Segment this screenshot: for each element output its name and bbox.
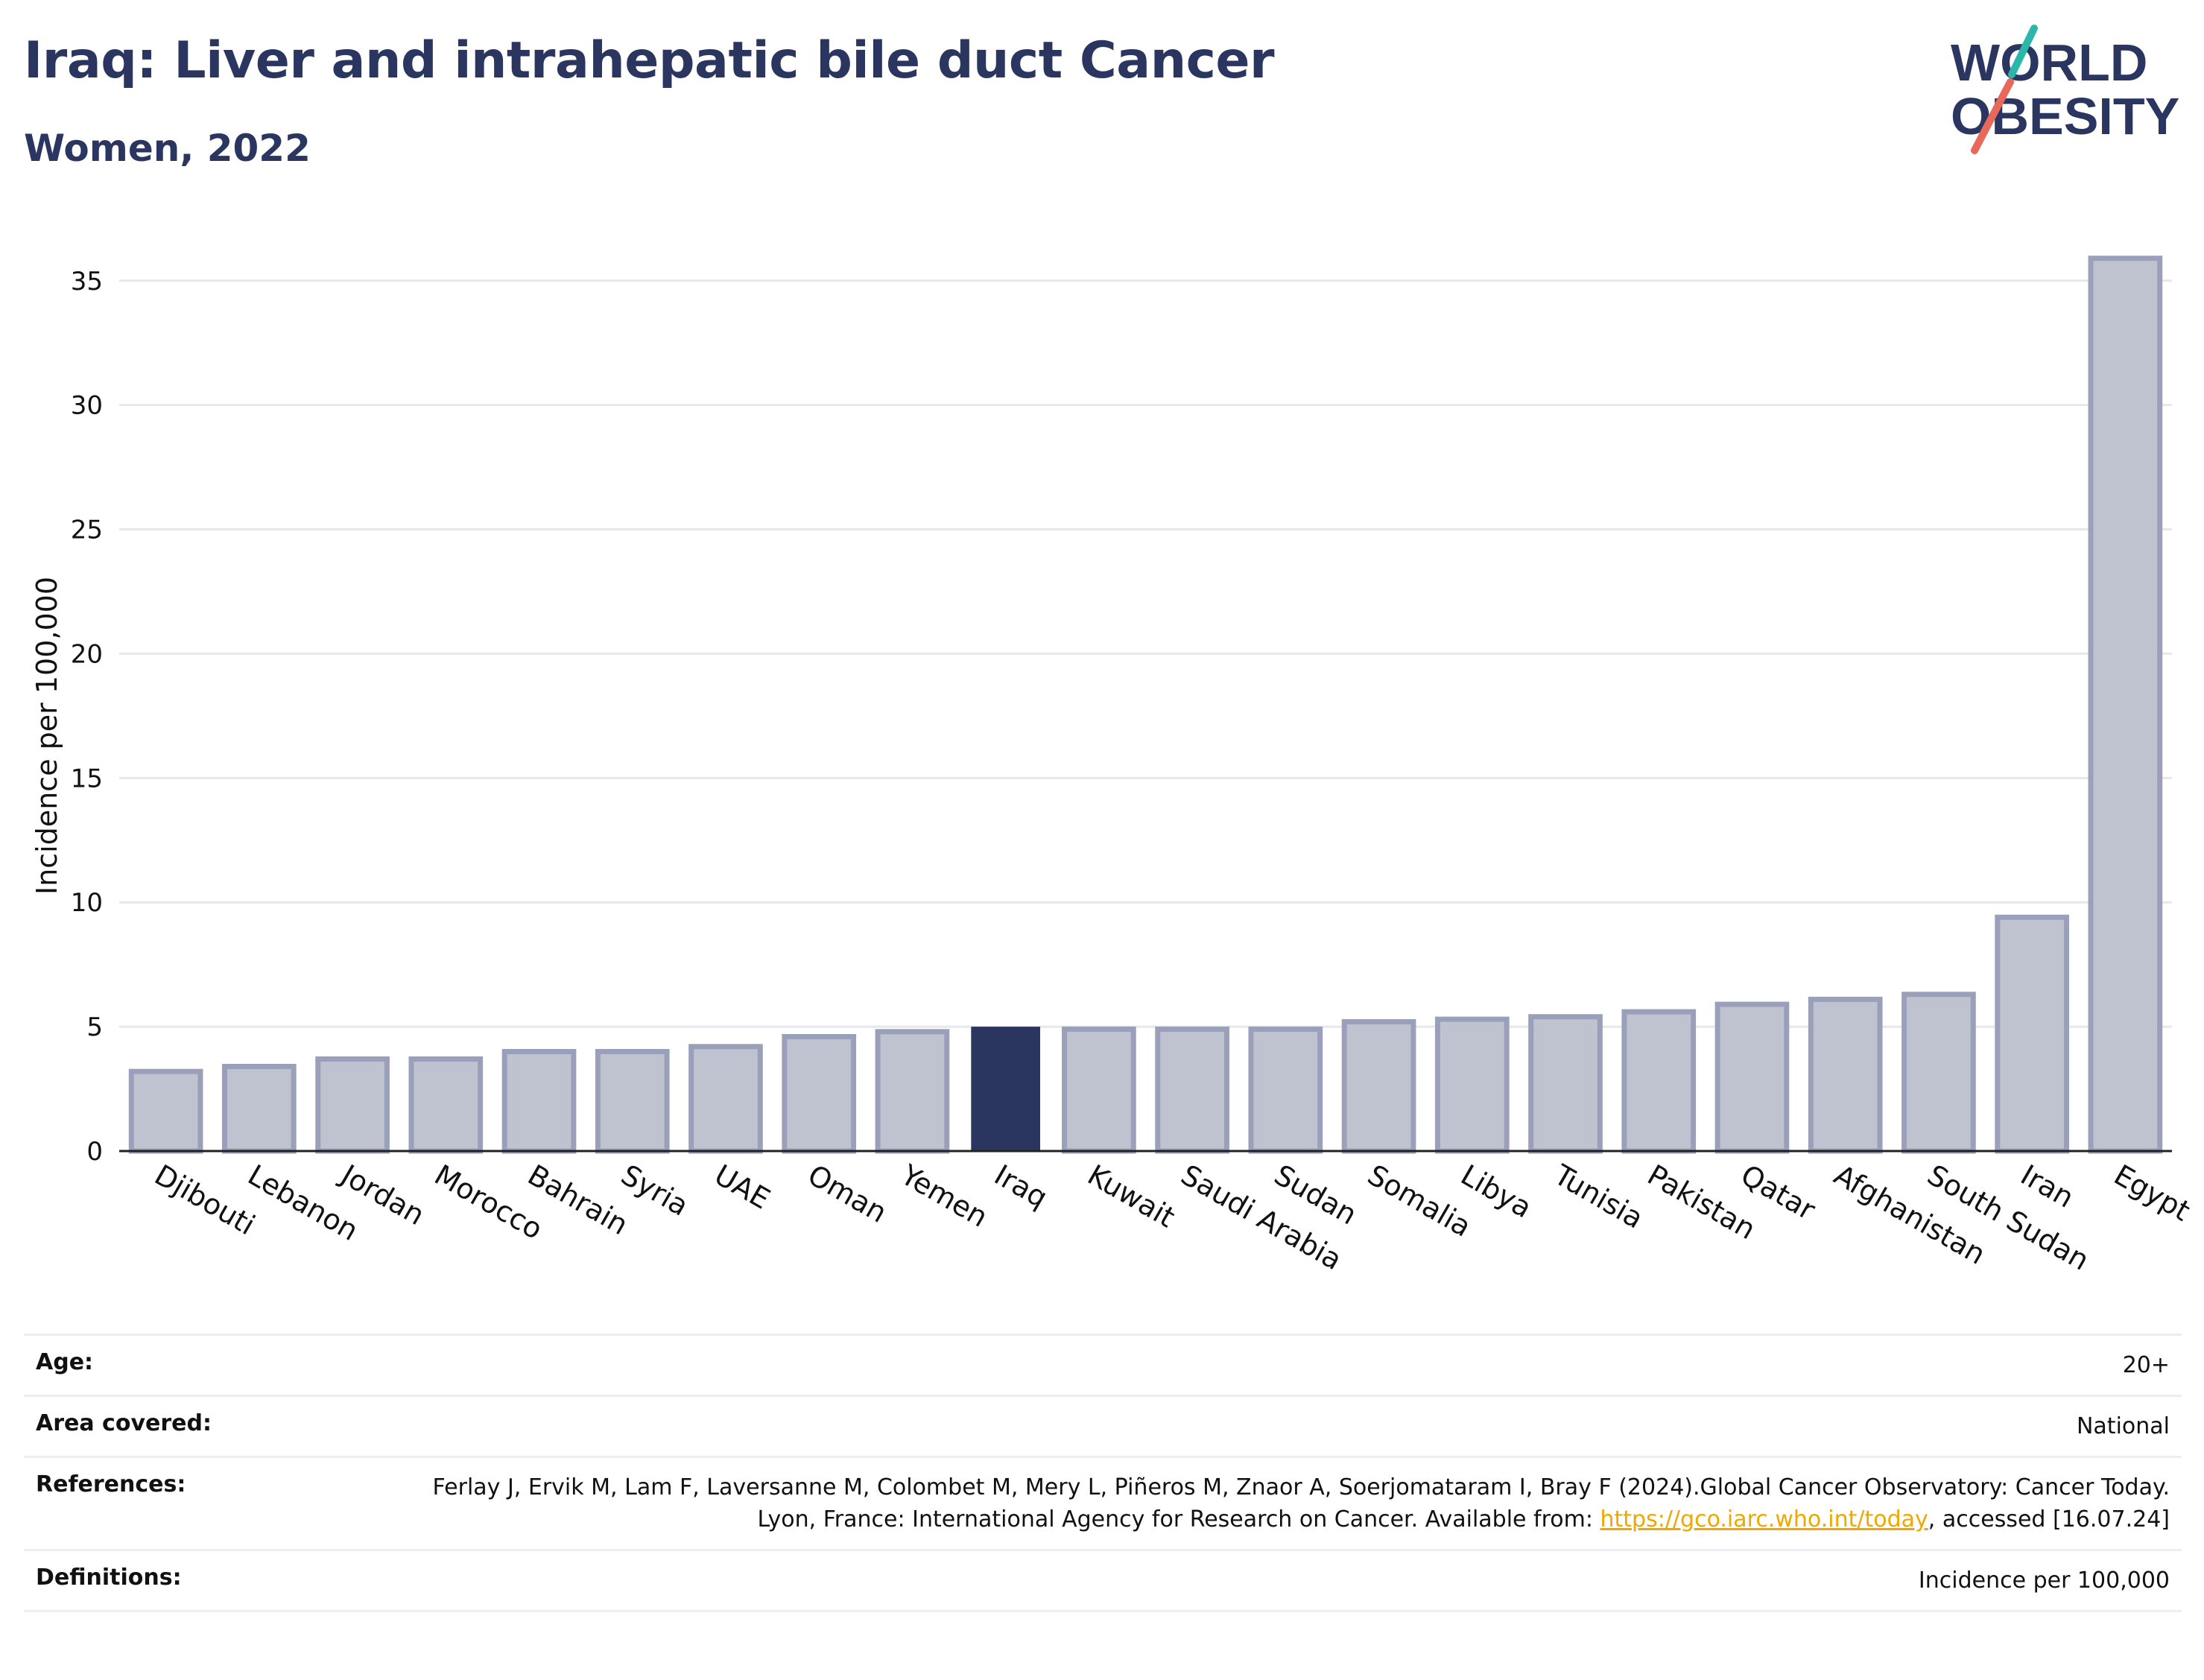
- bar-afghanistan: [1808, 996, 1883, 1154]
- bar-uae: [688, 1044, 763, 1154]
- logo-slash-coral: [1971, 78, 2014, 154]
- age-value: 20+: [2122, 1352, 2170, 1378]
- bar-qatar: [1714, 1001, 1790, 1154]
- bar-egypt: [2088, 256, 2163, 1154]
- x-tick-label: Kuwait: [1082, 1158, 1180, 1234]
- area-value: National: [2076, 1413, 2170, 1439]
- x-tick-label: Iraq: [989, 1158, 1053, 1214]
- world-obesity-logo: WORLD OBESITY: [1951, 25, 2179, 154]
- logo-line1: WORLD: [1951, 34, 2147, 92]
- bar-tunisia: [1528, 1014, 1603, 1154]
- y-tick-label: 35: [71, 267, 103, 297]
- bar-saudi-arabia: [1155, 1026, 1229, 1154]
- age-label: Age:: [36, 1349, 94, 1375]
- x-tick-label: Iran: [2015, 1158, 2080, 1214]
- area-label: Area covered:: [36, 1410, 212, 1436]
- bar-morocco: [408, 1056, 484, 1154]
- info-row-references: References: Ferlay J, Ervik M, Lam F, La…: [24, 1456, 2182, 1549]
- bar-oman: [782, 1033, 857, 1154]
- x-tick-label: Yemen: [895, 1158, 993, 1234]
- bar-iran: [1995, 914, 2069, 1154]
- x-tick-label: UAE: [709, 1158, 775, 1216]
- page-title: Iraq: Liver and intrahepatic bile duct C…: [24, 31, 1275, 90]
- references-link[interactable]: https://gco.iarc.who.int/today: [1600, 1506, 1928, 1532]
- bar-lebanon: [222, 1064, 297, 1154]
- x-tick-label: Morocco: [429, 1158, 548, 1246]
- x-tick-label: Somalia: [1362, 1158, 1477, 1243]
- y-tick-label: 0: [86, 1137, 103, 1167]
- definitions-label: Definitions:: [36, 1565, 182, 1591]
- x-tick-label: Oman: [802, 1158, 893, 1229]
- info-row-age: Age: 20+: [24, 1334, 2182, 1395]
- bar-kuwait: [1062, 1026, 1136, 1154]
- references-label: References:: [36, 1471, 186, 1497]
- logo-slash-teal: [2008, 25, 2038, 78]
- bar-syria: [595, 1048, 670, 1154]
- bar-pakistan: [1621, 1009, 1697, 1154]
- references-text-2: , accessed [16.07.24]: [1928, 1506, 2170, 1532]
- y-tick-label: 10: [71, 888, 103, 918]
- references-value: Ferlay J, Ervik M, Lam F, Laversanne M, …: [381, 1471, 2170, 1535]
- x-tick-label: Saudi Arabia: [1176, 1158, 1348, 1277]
- bar-bahrain: [501, 1048, 577, 1154]
- info-row-definitions: Definitions: Incidence per 100,000: [24, 1549, 2182, 1612]
- bar-iraq: [971, 1027, 1040, 1151]
- bar-djibouti: [128, 1068, 203, 1154]
- x-tick-label: Tunisia: [1548, 1158, 1649, 1235]
- y-tick-label: 20: [71, 639, 103, 669]
- bar-jordan: [315, 1056, 390, 1154]
- page-subtitle: Women, 2022: [24, 127, 311, 170]
- y-tick-label: 30: [71, 391, 103, 421]
- y-tick-label: 25: [71, 516, 103, 545]
- y-tick-label: 15: [71, 764, 103, 793]
- bar-south-sudan: [1901, 992, 1976, 1154]
- info-row-area: Area covered: National: [24, 1395, 2182, 1456]
- info-table: Age: 20+ Area covered: National Referenc…: [24, 1334, 2182, 1612]
- bar-yemen: [875, 1029, 950, 1154]
- bar-sudan: [1248, 1026, 1323, 1154]
- x-tick-label: Egypt: [2109, 1158, 2196, 1228]
- bar-libya: [1434, 1016, 1510, 1154]
- bar-chart: 0 5 10 15 20 25 30 35 Incidence per 100,000 Djibo…: [31, 256, 2196, 1277]
- definitions-value: Incidence per 100,000: [1918, 1568, 2170, 1594]
- x-tick-label: Pakistan: [1642, 1158, 1761, 1246]
- y-tick-label: 5: [86, 1012, 103, 1042]
- x-tick-label: Djibouti: [149, 1158, 261, 1242]
- y-axis-title: Incidence per 100,000: [31, 577, 63, 895]
- references-text-1: Ferlay J, Ervik M, Lam F, Laversanne M, …: [432, 1474, 2170, 1532]
- bar-somalia: [1341, 1018, 1416, 1154]
